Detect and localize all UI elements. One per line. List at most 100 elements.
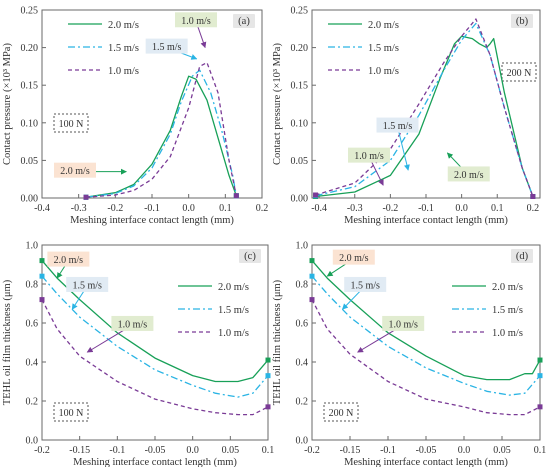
legend-label: 2.0 m/s [492,282,523,293]
x-tick-label: 0.1 [491,203,504,214]
callout-box [54,162,96,178]
y-tick-label: 0.15 [291,81,309,92]
chart-panel-3: -0.2 -0.15 -0.1 -0.05 0.0 0.05 0.1 0.0 0.2 0.4 0.6… [272,241,546,467]
data-point [233,193,239,199]
load-label: 100 N [59,408,84,419]
x-tick-label: 0.05 [222,445,240,456]
y-tick-label: 0.4 [26,358,39,369]
x-axis-label: Meshing interface contact length (mm) [344,457,508,467]
panel-label-box [239,249,261,263]
load-box [501,62,537,82]
data-point [309,297,315,303]
x-tick-label: 0.0 [455,203,468,214]
data-point [265,373,271,379]
x-axis-label: Meshing interface contact length (mm) [70,215,234,226]
x-tick-label: -0.15 [340,445,361,456]
data-point [39,297,45,303]
y-tick-label: 0.05 [291,156,309,167]
series-line-s20 [311,260,541,381]
y-axis-label: Contact pressure (×10³ MPa) [272,43,283,165]
x-tick-label: -0.2 [382,203,398,214]
callout-box [348,147,390,163]
y-tick-label: 0.10 [291,118,309,129]
data-point [530,193,536,199]
y-tick-label: 0.25 [291,6,309,17]
panel-label-box [511,249,533,263]
series-line-s15 [315,22,534,197]
y-tick-label: 0.0 [296,436,309,447]
x-tick-label: -0.05 [416,445,437,456]
callout-box [382,315,425,331]
panel-label: (c) [244,251,256,262]
callout-label: 2.0 m/s [339,253,369,264]
chart-panel-0: -0.4 -0.3 -0.2 -0.1 0.0 0.1 0.2 0.00 0.05 0.10 0.1… [2,6,268,227]
legend-label: 1.5 m/s [108,43,139,54]
data-point [265,357,271,363]
load-label: 200 N [507,68,532,79]
legend-label: 2.0 m/s [108,20,139,31]
series-line-s15 [85,69,237,198]
callout-box [66,276,109,292]
callout-box [332,249,375,265]
x-axis-label: Meshing interface contact length (mm) [344,215,508,226]
series-line-s10 [315,18,534,197]
legend-label: 1.0 m/s [492,328,523,339]
callout-box [447,166,490,182]
chart-panel-2: -0.2 -0.15 -0.1 -0.05 0.0 0.05 0.1 0.0 0.2 0.4 0.6… [2,241,274,467]
load-box [323,402,359,422]
series-line-s10 [41,299,269,416]
y-tick-label: 0.6 [26,319,39,330]
y-axis-label: TEHL oil film thickness (μm) [272,279,283,405]
callout-box [376,117,419,133]
x-tick-label: -0.2 [304,445,320,456]
y-tick-label: 0.2 [26,397,39,408]
y-tick-label: 1.0 [26,241,39,252]
x-tick-label: -0.1 [144,203,160,214]
legend-label: 1.0 m/s [218,328,249,339]
series-line-s20 [85,75,237,198]
data-point [265,404,271,410]
series-line-s15 [311,275,541,396]
series-line-s20 [315,35,534,198]
y-tick-label: 0.15 [21,81,39,92]
x-tick-label: -0.1 [418,203,434,214]
legend-label: 2.0 m/s [368,20,399,31]
legend-label: 1.0 m/s [368,66,399,77]
callout-label: 1.0 m/s [354,151,384,162]
data-point [39,258,45,264]
load-label: 200 N [329,408,354,419]
callout-label: 1.5 m/s [152,42,182,53]
chart-panel-1: -0.4 -0.3 -0.2 -0.1 0.0 0.1 0.2 0.00 0.05 0.10 0.1… [272,6,541,226]
y-tick-label: 0.20 [291,43,309,54]
y-tick-label: 0.4 [296,358,309,369]
x-tick-label: -0.1 [109,445,125,456]
load-label: 100 N [59,119,84,130]
y-tick-label: 0.10 [21,118,39,129]
y-tick-label: 0.8 [26,280,39,291]
x-tick-label: -0.2 [34,445,50,456]
callout-label: 2.0 m/s [454,170,484,181]
callout-label: 2.0 m/s [54,255,84,266]
legend-label: 2.0 m/s [218,282,249,293]
x-tick-label: 0.0 [182,203,195,214]
panel-label: (a) [238,16,250,27]
y-tick-label: 0.20 [21,43,39,54]
callout-label: 1.0 m/s [388,319,418,330]
series-line-s10 [85,61,237,198]
y-tick-label: 0.6 [296,319,309,330]
panel-label: (d) [516,251,529,262]
data-point [537,373,543,379]
callout-label: 1.5 m/s [72,280,102,291]
series-line-s15 [41,275,269,398]
legend-label: 1.5 m/s [368,43,399,54]
callout-label: 1.5 m/s [350,280,380,291]
series-line-s10 [311,299,541,416]
callout-arrow [397,126,410,171]
y-axis-label: TEHL oil film thickness (μm) [2,279,13,405]
y-axis-label: Contact pressure (×10³ MPa) [2,43,13,165]
callout-box [111,315,154,331]
x-tick-label: -0.15 [69,445,90,456]
data-point [39,273,45,279]
panel-label-box [233,14,255,28]
x-tick-label: 0.1 [534,445,547,456]
